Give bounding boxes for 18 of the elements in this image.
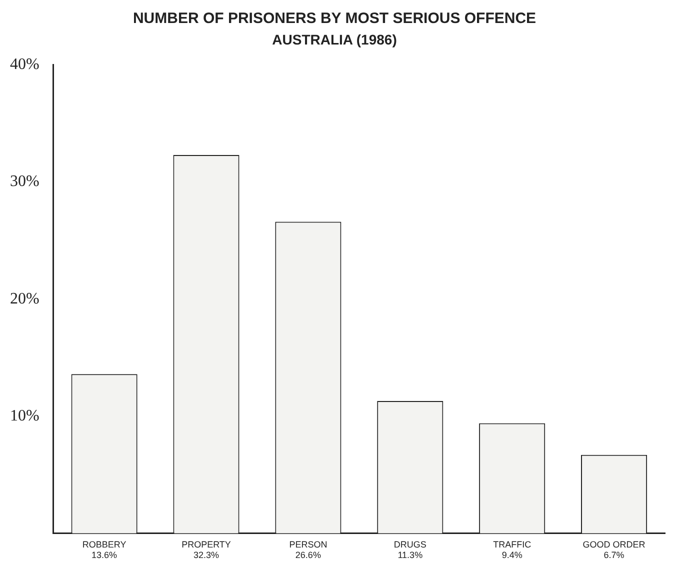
y-tick-label: 40% (10, 56, 40, 74)
x-tick-label: PERSON (289, 539, 328, 550)
data-label: 26.6% (295, 550, 321, 560)
data-label: 32.3% (193, 550, 220, 560)
data-label: 13.6% (92, 550, 118, 560)
x-tick-label: ROBBERY (82, 539, 126, 550)
x-tick-label: GOOD ORDER (582, 539, 646, 550)
y-tick-label: 30% (10, 173, 40, 190)
chart-subtitle: AUSTRALIA (1986) (272, 31, 397, 48)
data-label: 11.3% (398, 550, 423, 560)
y-tick-label: 20% (10, 290, 40, 308)
chart-title: NUMBER OF PRISONERS BY MOST SERIOUS OFFENCE (132, 10, 536, 28)
x-tick-label: DRUGS (394, 539, 426, 550)
data-label: 9.4% (502, 550, 522, 560)
x-tick-label: PROPERTY (182, 539, 231, 550)
x-tick-label: TRAFFIC (493, 539, 532, 550)
y-tick-label: 10% (10, 407, 40, 424)
data-label: 6.7% (604, 550, 624, 560)
